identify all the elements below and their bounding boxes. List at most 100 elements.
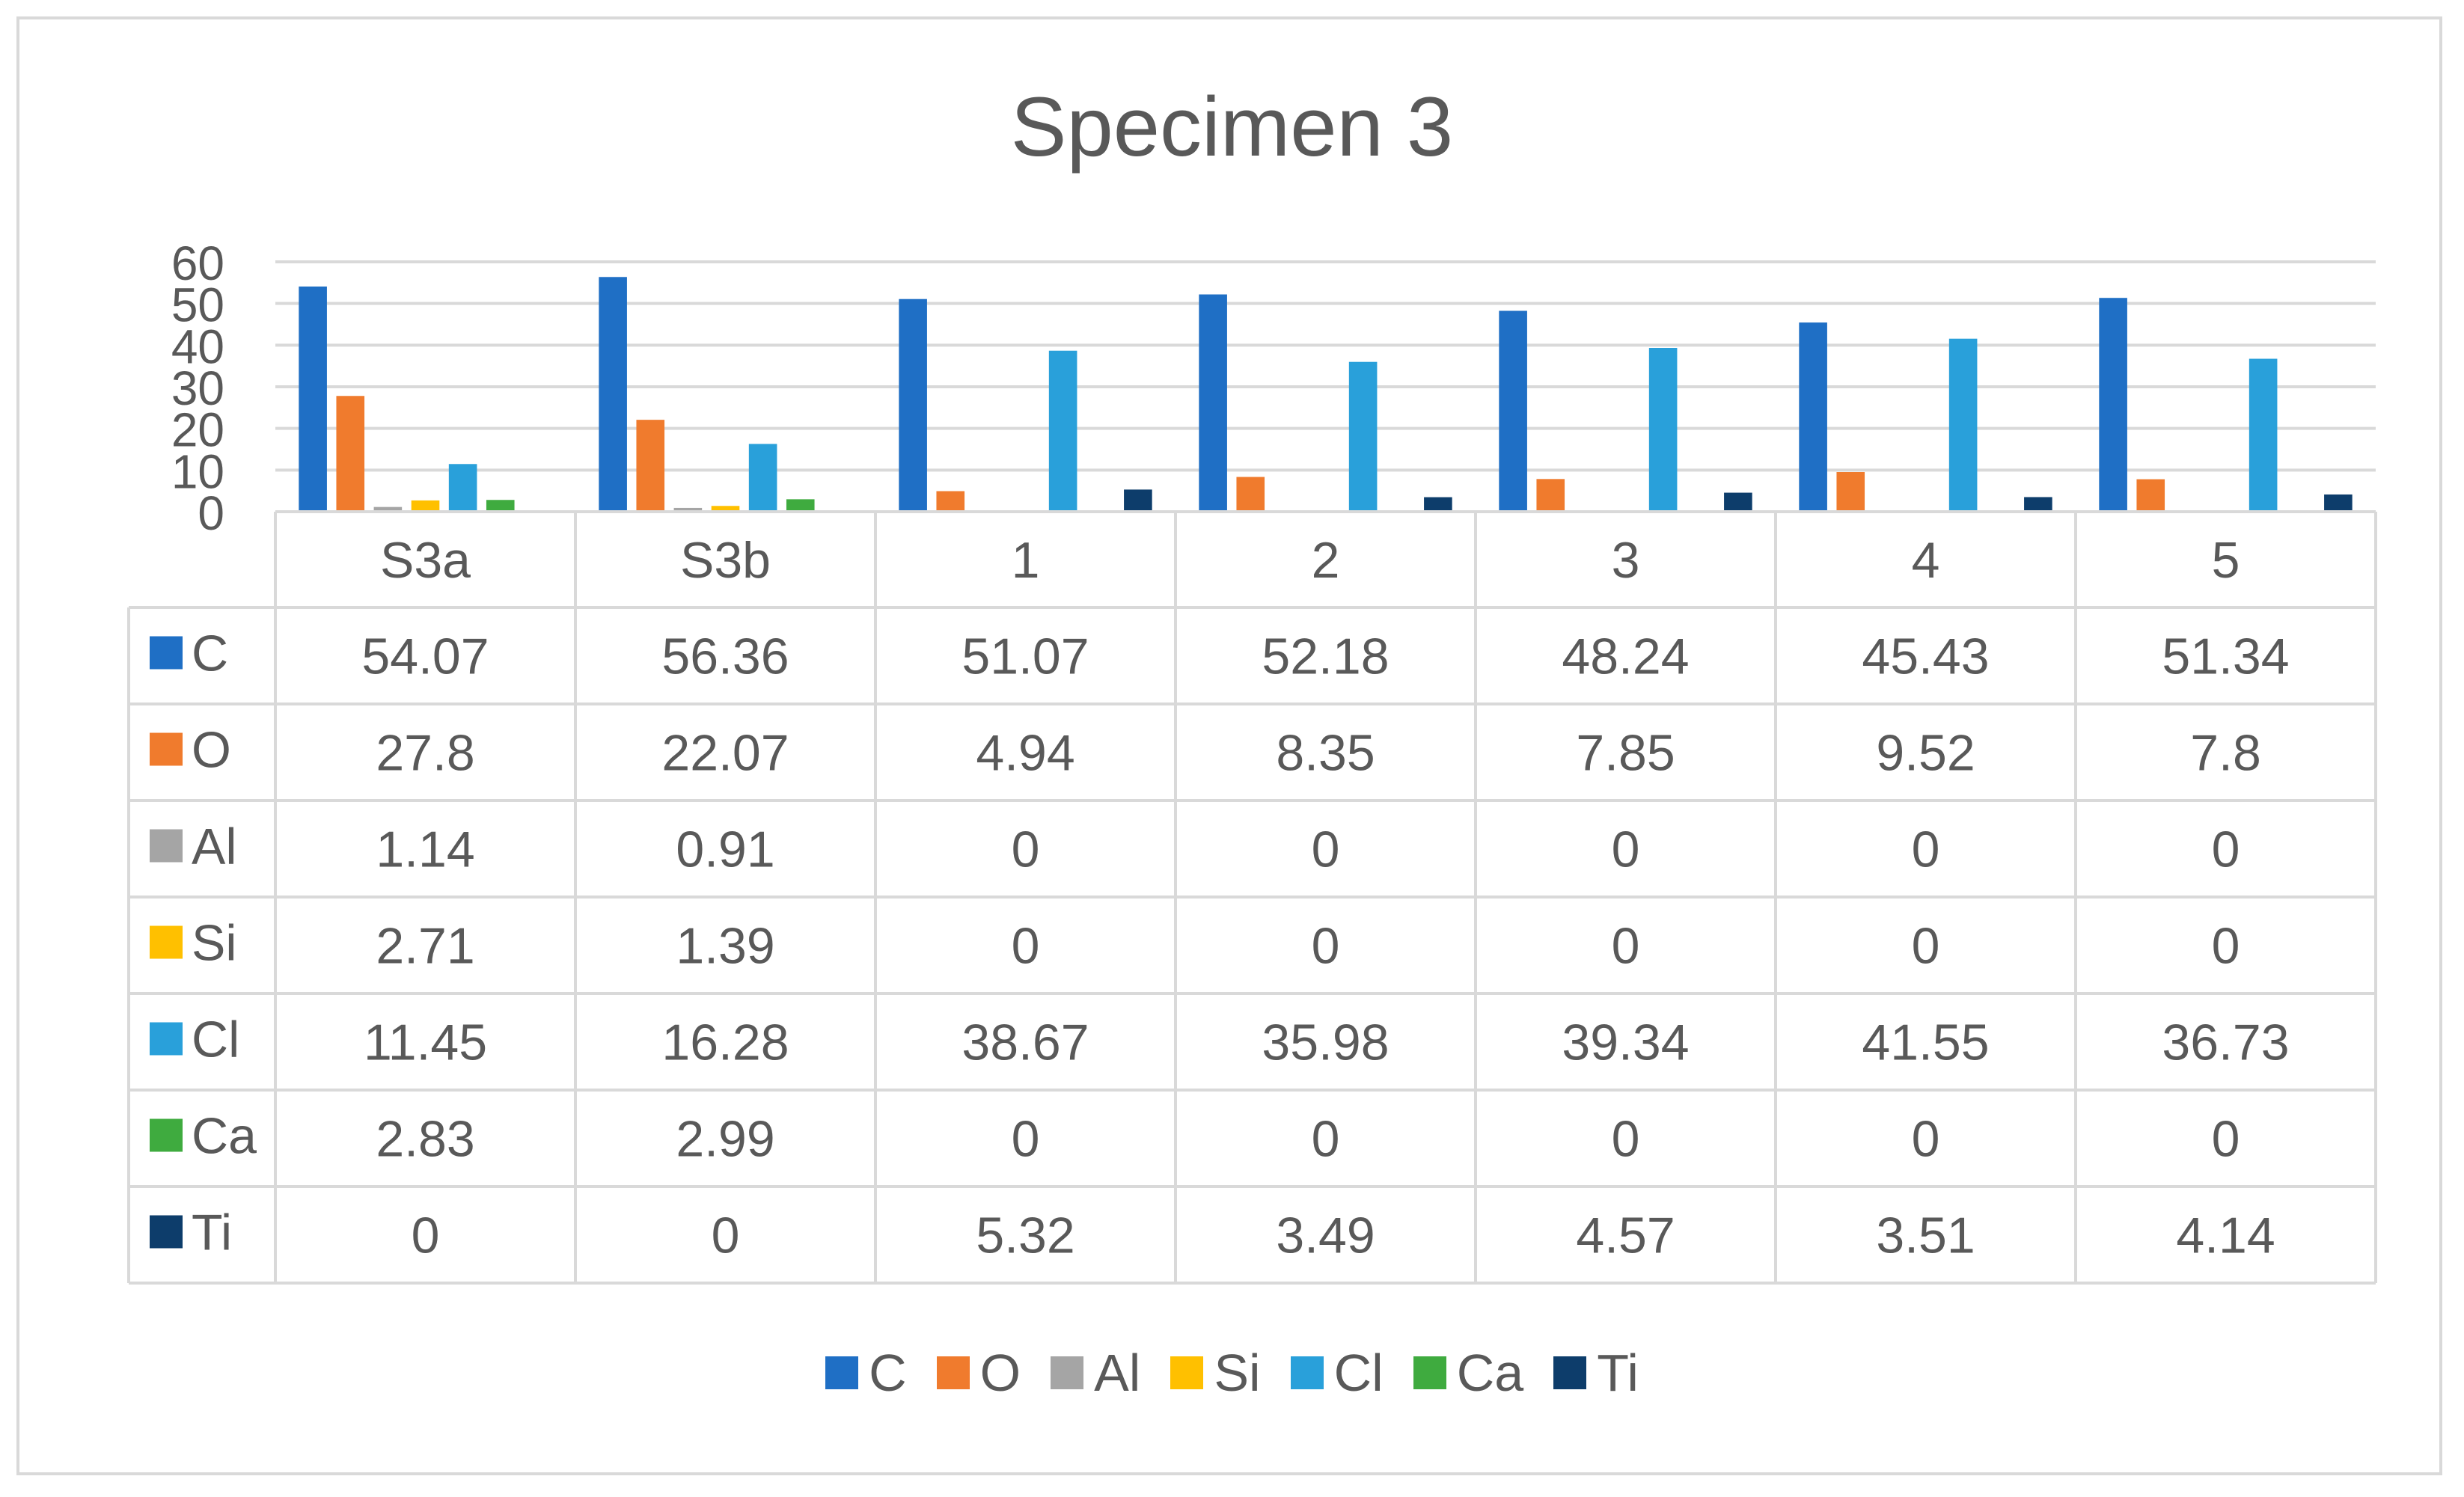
legend: C O Al Si Cl Ca Ti: [0, 1343, 2464, 1403]
row-swatch-C: [150, 636, 183, 670]
legend-item-Cl: Cl: [1290, 1343, 1384, 1403]
legend-label: Ti: [1597, 1344, 1639, 1402]
row-label: C: [192, 625, 228, 682]
bar-C-S3b: [599, 277, 627, 512]
legend-label: Al: [1094, 1344, 1141, 1402]
legend-swatch: [1553, 1356, 1587, 1389]
data-label: 45.43: [1862, 628, 1989, 685]
row-label: O: [192, 722, 231, 779]
data-label: 4.14: [2176, 1207, 2275, 1264]
row-label: Ti: [192, 1204, 232, 1261]
data-label: 4.94: [976, 725, 1074, 782]
category-label: 2: [1312, 532, 1340, 589]
y-tick-label: 20: [171, 403, 224, 457]
bar-Cl-S3a: [448, 464, 477, 512]
bar-Si-S3a: [411, 500, 440, 512]
legend-item-Si: Si: [1170, 1343, 1261, 1403]
row-swatch-Ti: [150, 1215, 183, 1249]
bar-O-S3a: [336, 396, 365, 512]
bar-O-4: [1836, 472, 1865, 512]
data-label: 0: [2212, 821, 2240, 878]
y-tick-label: 30: [171, 361, 224, 415]
bar-C-3: [1499, 310, 1527, 512]
data-label: 0: [712, 1207, 740, 1264]
legend-swatch: [1413, 1356, 1446, 1389]
legend-label: C: [869, 1344, 907, 1402]
data-label: 0: [1312, 918, 1340, 975]
y-tick-label: 0: [198, 486, 224, 540]
bar-Ca-S3b: [786, 499, 815, 512]
data-label: 0: [1912, 1111, 1940, 1168]
bar-Al-S3a: [373, 506, 403, 512]
chart-frame: [16, 16, 2442, 1475]
row-label: Cl: [192, 1011, 239, 1068]
legend-label: Cl: [1333, 1344, 1384, 1402]
bar-C-5: [2099, 298, 2127, 512]
row-swatch-O: [150, 732, 183, 766]
legend-item-Ca: Ca: [1413, 1343, 1523, 1403]
row-swatch-Al: [150, 829, 183, 863]
data-label: 0: [412, 1207, 440, 1264]
y-tick-label: 40: [171, 319, 224, 373]
bars: [299, 277, 2353, 512]
bar-Cl-2: [1348, 361, 1378, 512]
data-label: 22.07: [661, 725, 789, 782]
data-label: 1.39: [676, 918, 774, 975]
data-label: 0: [1912, 821, 1940, 878]
data-label: 2.83: [376, 1111, 474, 1168]
data-label: 2.99: [676, 1111, 774, 1168]
data-label: 5.32: [976, 1207, 1074, 1264]
data-label: 0: [1012, 918, 1040, 975]
bar-Ti-4: [2024, 497, 2052, 512]
bar-Cl-S3b: [748, 444, 777, 512]
category-label: 1: [1012, 532, 1040, 589]
data-label: 0: [1612, 918, 1640, 975]
bar-Cl-5: [2249, 358, 2278, 512]
bar-Si-S3b: [711, 506, 740, 512]
legend-label: Ca: [1456, 1344, 1524, 1402]
legend-item-Ti: Ti: [1553, 1343, 1639, 1403]
data-label: 54.07: [361, 628, 489, 685]
data-label: 3.49: [1276, 1207, 1375, 1264]
y-tick-label: 50: [171, 278, 224, 332]
bar-C-1: [899, 299, 927, 512]
data-label: 48.24: [1562, 628, 1689, 685]
legend-swatch: [1170, 1356, 1204, 1389]
row-label: Ca: [192, 1108, 257, 1165]
legend-label: O: [979, 1344, 1021, 1402]
data-label: 7.8: [2190, 725, 2261, 782]
bar-Al-S3b: [673, 507, 703, 512]
gridlines: [275, 260, 2376, 513]
bar-Cl-1: [1048, 350, 1077, 512]
data-label: 52.18: [1262, 628, 1389, 685]
legend-swatch: [1290, 1356, 1324, 1389]
data-label: 0: [1012, 821, 1040, 878]
data-label: 35.98: [1262, 1014, 1389, 1071]
y-tick-label: 60: [171, 236, 224, 290]
data-label: 8.35: [1276, 725, 1375, 782]
data-label: 11.45: [364, 1014, 487, 1071]
legend-swatch: [825, 1356, 859, 1389]
data-label: 0: [1312, 821, 1340, 878]
data-label: 41.55: [1862, 1014, 1989, 1071]
data-label: 0.91: [676, 821, 774, 878]
bar-Cl-3: [1648, 348, 1678, 512]
data-label: 16.28: [661, 1014, 789, 1071]
data-label: 0: [2212, 1111, 2240, 1168]
legend-label: Si: [1214, 1344, 1261, 1402]
row-swatch-Si: [150, 925, 183, 959]
data-label: 0: [1912, 918, 1940, 975]
data-label: 38.67: [962, 1014, 1089, 1071]
data-label: 51.34: [2162, 628, 2289, 685]
bar-C-2: [1199, 294, 1227, 512]
bar-Ca-S3a: [486, 500, 515, 512]
bar-Cl-4: [1948, 338, 1978, 512]
bar-O-3: [1536, 479, 1565, 512]
category-label: 5: [2212, 532, 2240, 589]
bar-Ti-1: [1124, 489, 1152, 512]
data-label: 51.07: [962, 628, 1089, 685]
row-label: Al: [192, 818, 236, 875]
y-tick-label: 10: [171, 444, 224, 498]
bar-Ti-5: [2324, 494, 2353, 512]
